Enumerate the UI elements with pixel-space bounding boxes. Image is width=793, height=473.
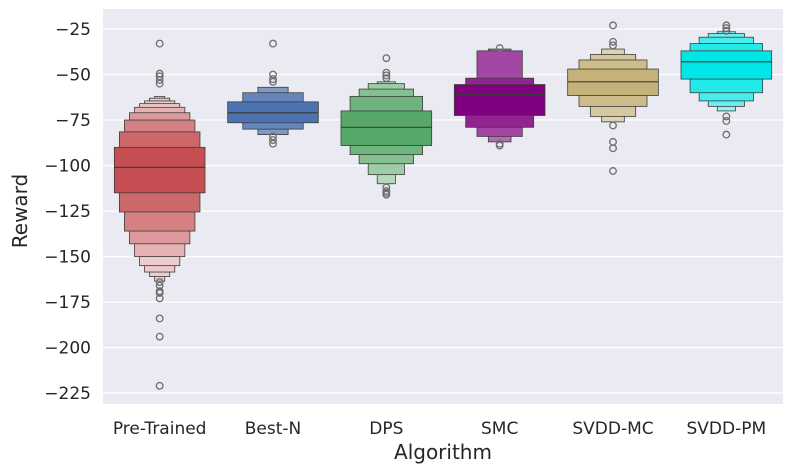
outlier-point: [269, 132, 277, 141]
outlier-point: [382, 54, 391, 63]
outlier-point: [722, 130, 731, 139]
y-tick-label: −175: [44, 293, 91, 313]
y-axis: −25 −50 −75 −100 −125 −150 −175 −200 −225: [44, 20, 91, 404]
outlier-point: [495, 44, 504, 53]
x-tick-label: SMC: [481, 419, 518, 439]
boxen-box: [340, 110, 433, 146]
outlier-point: [155, 278, 164, 286]
outlier-point: [155, 332, 164, 341]
outlier-point: [155, 294, 164, 303]
outlier-point: [722, 116, 731, 125]
outlier-point: [609, 41, 617, 50]
y-tick-label: −25: [55, 20, 91, 40]
outlier-point: [155, 39, 164, 48]
outlier-point: [722, 24, 731, 33]
y-tick-label: −225: [44, 384, 91, 404]
boxen-group: [567, 21, 659, 175]
outlier-point: [722, 112, 731, 121]
y-tick-label: −75: [55, 111, 91, 131]
outlier-point: [155, 281, 164, 290]
outlier-point: [495, 141, 504, 150]
x-tick-label: SVDD-PM: [687, 419, 767, 439]
outlier-point: [269, 75, 277, 84]
outlier-point: [269, 136, 277, 145]
outlier-point: [382, 74, 391, 83]
outlier-point: [609, 144, 617, 153]
y-tick-label: −150: [44, 248, 91, 268]
outlier-point: [382, 183, 391, 192]
outlier-point: [722, 21, 731, 30]
boxen-group: [453, 44, 546, 150]
outlier-point: [155, 314, 164, 323]
boxen-group: [340, 54, 433, 199]
outlier-point: [722, 26, 731, 35]
y-axis-label: Reward: [8, 174, 32, 248]
y-tick-label: −50: [55, 66, 91, 86]
outlier-point: [382, 68, 391, 77]
outlier-point: [609, 121, 617, 130]
boxen-group: [680, 21, 773, 139]
boxen-group: [227, 39, 319, 148]
outlier-point: [269, 70, 277, 79]
outlier-point: [609, 167, 617, 175]
outlier-point: [155, 289, 164, 297]
outlier-point: [155, 381, 164, 390]
boxen-group: [113, 39, 206, 390]
outlier-point: [155, 79, 164, 88]
y-tick-label: −200: [44, 339, 91, 359]
outlier-point: [269, 139, 277, 148]
boxen-box: [113, 146, 206, 194]
outlier-point: [382, 190, 391, 199]
outlier-point: [155, 76, 164, 84]
grid: [103, 28, 783, 394]
x-tick-label: Best-N: [245, 419, 302, 439]
outlier-point: [155, 72, 164, 81]
y-tick-label: −125: [44, 202, 91, 222]
y-tick-label: −100: [44, 157, 91, 177]
boxen-box: [680, 50, 773, 80]
outlier-point: [269, 77, 277, 86]
x-tick-label: Pre-Trained: [113, 419, 207, 439]
outlier-point: [269, 39, 277, 48]
outlier-point: [382, 71, 391, 80]
boxen-box: [453, 84, 546, 116]
outlier-point: [609, 37, 617, 46]
x-tick-label: DPS: [369, 419, 403, 439]
x-axis-label: Algorithm: [394, 440, 492, 464]
outlier-point: [609, 21, 617, 30]
boxen-series: [113, 21, 773, 390]
x-axis: Pre-Trained Best-N DPS SMC SVDD-MC SVDD-PM: [113, 419, 766, 439]
x-tick-label: SVDD-MC: [572, 419, 653, 439]
